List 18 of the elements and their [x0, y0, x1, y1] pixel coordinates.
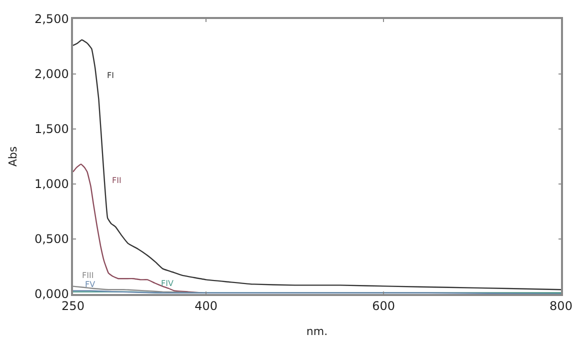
x-tick-label: 800	[550, 299, 572, 314]
line-series	[73, 39, 561, 290]
y-tick-label: 0,000	[34, 287, 69, 302]
x-tick-label: 250	[62, 299, 84, 314]
y-tick-label: 1,000	[34, 177, 69, 192]
x-tick-label: 400	[194, 299, 218, 314]
y-tick-label: 1,500	[34, 122, 69, 136]
series-label: FI	[107, 71, 114, 80]
series-label: FV	[85, 280, 96, 289]
x-tick-label: 600	[372, 299, 396, 314]
y-tick-label: 0,500	[34, 232, 69, 246]
y-tick-label: 2,000	[34, 67, 69, 82]
x-axis-title: nm.	[306, 324, 328, 338]
y-tick-label: 2,500	[34, 12, 69, 26]
y-axis-title: Abs	[6, 146, 20, 167]
series-label: FIV	[161, 279, 174, 288]
series-label: FIII	[82, 271, 94, 280]
text: FII	[112, 176, 122, 185]
